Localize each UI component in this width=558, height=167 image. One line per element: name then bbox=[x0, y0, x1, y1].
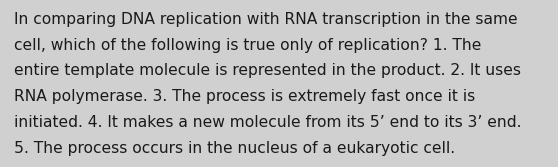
Text: RNA polymerase. 3. The process is extremely fast once it is: RNA polymerase. 3. The process is extrem… bbox=[14, 89, 475, 104]
Text: cell, which of the following is true only of replication? 1. The: cell, which of the following is true onl… bbox=[14, 38, 482, 53]
Text: 5. The process occurs in the nucleus of a eukaryotic cell.: 5. The process occurs in the nucleus of … bbox=[14, 141, 455, 156]
Text: In comparing DNA replication with RNA transcription in the same: In comparing DNA replication with RNA tr… bbox=[14, 12, 518, 27]
Text: entire template molecule is represented in the product. 2. It uses: entire template molecule is represented … bbox=[14, 63, 521, 78]
Text: initiated. 4. It makes a new molecule from its 5’ end to its 3’ end.: initiated. 4. It makes a new molecule fr… bbox=[14, 115, 521, 130]
